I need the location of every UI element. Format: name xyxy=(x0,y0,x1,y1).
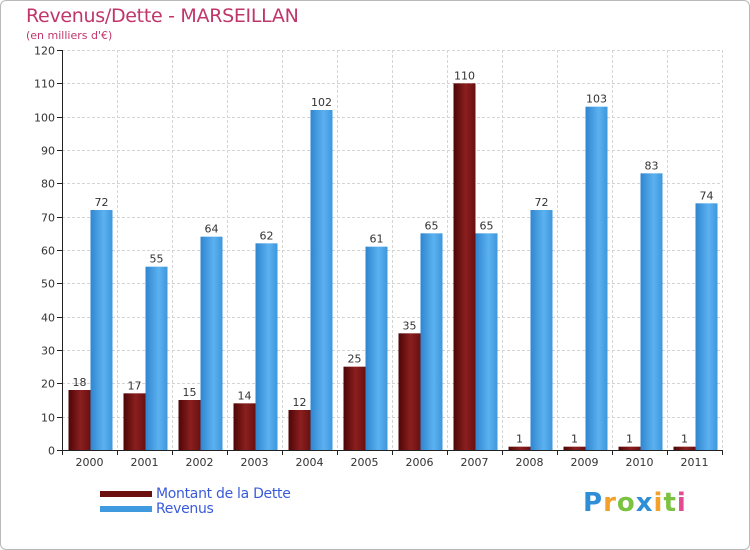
bar-value-label: 1 xyxy=(516,433,523,446)
logo-letter: P xyxy=(583,488,604,518)
x-tick-label: 2009 xyxy=(571,456,599,469)
y-tick-label: 50 xyxy=(41,278,55,291)
bar-value-label: 103 xyxy=(586,93,607,106)
bar-revenus xyxy=(695,203,718,450)
bar-revenus xyxy=(530,210,553,450)
logo-letter: r xyxy=(603,488,617,518)
x-tick-label: 2002 xyxy=(186,456,214,469)
y-tick-label: 120 xyxy=(34,45,55,58)
chart-title: Revenus/Dette - MARSEILLAN xyxy=(26,5,299,27)
bar-value-label: 72 xyxy=(535,196,549,209)
bar-value-label: 35 xyxy=(403,319,417,332)
bar-revenus xyxy=(255,243,278,450)
bar-revenus xyxy=(310,110,333,450)
legend-item-revenus: Revenus xyxy=(100,500,291,517)
y-tick-label: 10 xyxy=(41,412,55,425)
y-tick-label: 70 xyxy=(41,212,55,225)
x-tick-label: 2008 xyxy=(516,456,544,469)
x-tick-label: 2007 xyxy=(461,456,489,469)
bar-value-label: 65 xyxy=(480,219,494,232)
x-tick-label: 2010 xyxy=(626,456,654,469)
bar-revenus xyxy=(420,233,443,450)
legend-swatch-revenus xyxy=(100,505,152,512)
legend-item-debt: Montant de la Dette xyxy=(100,485,291,502)
bar-value-label: 25 xyxy=(348,353,362,366)
bar-dette xyxy=(453,83,476,450)
logo-letter: o xyxy=(616,488,636,518)
bar-value-label: 64 xyxy=(205,223,219,236)
x-tick-label: 2001 xyxy=(131,456,159,469)
logo-letter: t xyxy=(663,488,677,518)
logo-letter: i xyxy=(676,488,687,518)
bar-dette xyxy=(398,333,421,450)
legend-label-revenus: Revenus xyxy=(156,500,214,517)
axis-layer: 0 10 20 30 40 50 60 70 80 90 100 110 120 2000 2001 2002… xyxy=(34,45,723,469)
bar-revenus xyxy=(145,266,168,450)
label-layer: 18 17 15 14 12 25 35 110 1 1 1 1 72 55 64 62 102 61 65 65 72… xyxy=(73,69,714,445)
bar-revenus xyxy=(475,233,498,450)
bar-dette xyxy=(618,446,641,450)
bar-dette xyxy=(343,366,366,450)
bar-dette xyxy=(123,393,146,450)
bar-value-label: 83 xyxy=(645,159,659,172)
x-tick-label: 2005 xyxy=(351,456,379,469)
legend-label-debt: Montant de la Dette xyxy=(156,485,291,502)
chart-subtitle: (en milliers d'€) xyxy=(26,29,113,42)
bar-value-label: 17 xyxy=(128,379,142,392)
bar-value-label: 61 xyxy=(370,233,384,246)
y-tick-label: 80 xyxy=(41,178,55,191)
y-tick-label: 110 xyxy=(34,78,55,91)
bar-dette xyxy=(233,403,256,450)
y-tick-label: 60 xyxy=(41,245,55,258)
bar-value-label: 102 xyxy=(311,96,332,109)
bar-layer xyxy=(68,83,718,451)
bar-value-label: 1 xyxy=(571,433,578,446)
legend-swatch-debt xyxy=(100,490,152,497)
y-tick-label: 0 xyxy=(48,445,55,458)
bar-value-label: 62 xyxy=(260,229,274,242)
bar-value-label: 15 xyxy=(183,386,197,399)
y-tick-label: 30 xyxy=(41,345,55,358)
bar-value-label: 110 xyxy=(454,69,475,82)
bar-value-label: 12 xyxy=(293,396,307,409)
bar-revenus xyxy=(585,106,608,451)
x-tick-label: 2011 xyxy=(681,456,709,469)
logo-letter: x xyxy=(635,488,654,518)
bar-value-label: 14 xyxy=(238,389,252,402)
y-tick-label: 40 xyxy=(41,312,55,325)
x-tick-label: 2000 xyxy=(76,456,104,469)
legend: Montant de la Dette Revenus xyxy=(100,485,291,517)
bar-value-label: 72 xyxy=(95,196,109,209)
bar-dette xyxy=(673,446,696,450)
bar-dette xyxy=(178,400,201,450)
y-tick-label: 20 xyxy=(41,378,55,391)
y-tick-label: 90 xyxy=(41,145,55,158)
bar-value-label: 65 xyxy=(425,219,439,232)
x-tick-label: 2006 xyxy=(406,456,434,469)
bar-value-label: 1 xyxy=(681,433,688,446)
x-tick-label: 2004 xyxy=(296,456,324,469)
bar-dette xyxy=(508,446,531,450)
bar-dette xyxy=(563,446,586,450)
bar-value-label: 1 xyxy=(626,433,633,446)
logo-letter: i xyxy=(653,488,664,518)
bar-revenus xyxy=(90,210,113,450)
bar-dette xyxy=(288,410,311,450)
bar-value-label: 74 xyxy=(700,189,714,202)
bar-dette xyxy=(68,390,91,450)
bar-value-label: 18 xyxy=(73,376,87,389)
bar-value-label: 55 xyxy=(150,253,164,266)
proxiti-logo: Proxiti xyxy=(583,488,687,518)
bar-revenus xyxy=(200,236,223,450)
y-tick-label: 100 xyxy=(34,112,55,125)
grid-layer xyxy=(62,50,723,451)
x-tick-label: 2003 xyxy=(241,456,269,469)
bar-revenus xyxy=(640,173,663,451)
bar-revenus xyxy=(365,246,388,450)
